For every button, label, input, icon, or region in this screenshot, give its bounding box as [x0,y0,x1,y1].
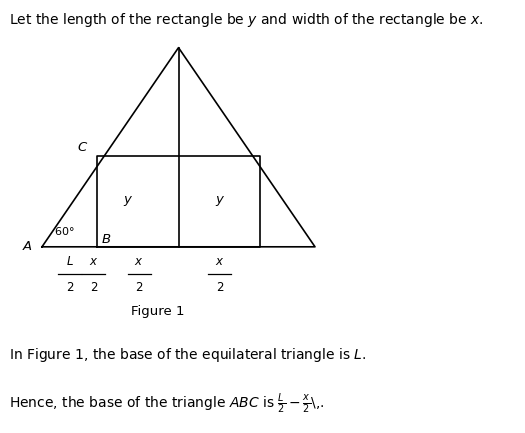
Text: $A$: $A$ [22,240,33,253]
Text: Let the length of the rectangle be $y$ and width of the rectangle be $x$.: Let the length of the rectangle be $y$ a… [9,11,484,29]
Text: $B$: $B$ [101,233,111,246]
Text: 2: 2 [66,281,74,294]
Text: $x$: $x$ [89,255,98,268]
Text: In Figure 1, the base of the equilateral triangle is $L$.: In Figure 1, the base of the equilateral… [9,346,367,365]
Text: Hence, the base of the triangle $\mathit{ABC}$ is $\frac{L}{2} - \frac{x}{2}$\,.: Hence, the base of the triangle $\mathit… [9,392,325,416]
Text: 2: 2 [90,281,97,294]
Text: $C$: $C$ [77,141,88,154]
Text: $60°$: $60°$ [54,225,75,237]
Text: 2: 2 [135,281,143,294]
Text: $x$: $x$ [215,255,224,268]
Text: Figure 1: Figure 1 [131,305,184,318]
Text: $y$: $y$ [123,194,134,208]
Text: $L$: $L$ [66,255,74,268]
Text: $y$: $y$ [215,194,226,208]
Text: 2: 2 [216,281,223,294]
Text: $x$: $x$ [134,255,144,268]
